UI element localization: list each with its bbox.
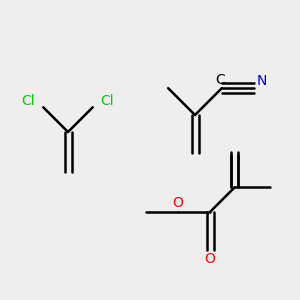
Text: Cl: Cl bbox=[101, 94, 114, 108]
Text: Cl: Cl bbox=[22, 94, 35, 108]
Text: C: C bbox=[215, 73, 225, 87]
Text: O: O bbox=[205, 252, 215, 266]
Text: O: O bbox=[172, 196, 183, 210]
Text: N: N bbox=[257, 74, 267, 88]
